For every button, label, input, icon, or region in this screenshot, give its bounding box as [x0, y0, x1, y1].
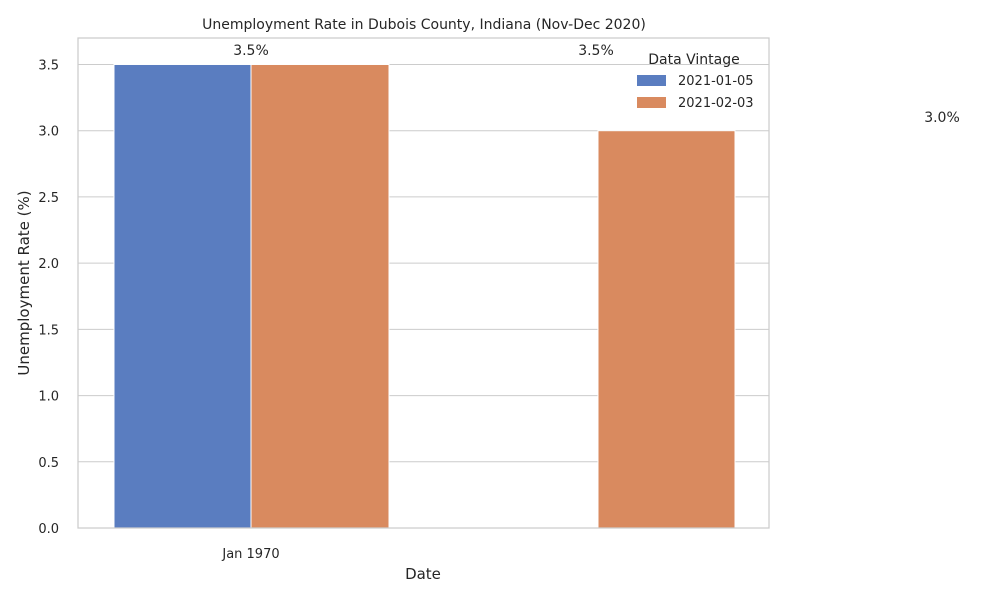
- bar: [597, 130, 736, 529]
- data-label: 3.5%: [233, 43, 269, 59]
- legend: Data Vintage 2021-01-05 2021-02-03: [637, 52, 754, 111]
- y-ticks: 0.0 0.5 1.0 1.5 2.0 2.5 3.0 3.5: [38, 58, 59, 537]
- x-axis-label: Date: [405, 565, 441, 583]
- y-tick-label: 2.0: [38, 257, 59, 272]
- plot-frame: [77, 37, 770, 529]
- legend-label: 2021-02-03: [678, 96, 754, 111]
- legend-swatch: [637, 97, 666, 108]
- legend-swatch: [637, 75, 666, 86]
- y-tick-label: 0.0: [38, 522, 59, 537]
- y-tick-label: 3.0: [38, 125, 59, 140]
- y-tick-label: 0.5: [38, 456, 59, 471]
- legend-title: Data Vintage: [648, 52, 739, 68]
- y-tick-label: 2.5: [38, 191, 59, 206]
- y-tick-label: 1.0: [38, 390, 59, 405]
- x-ticks: Jan 1970: [221, 547, 279, 562]
- chart-title: Unemployment Rate in Dubois County, Indi…: [202, 17, 646, 33]
- y-tick-label: 1.5: [38, 323, 59, 338]
- bars: [113, 63, 736, 529]
- legend-label: 2021-01-05: [678, 74, 754, 89]
- bar: [113, 63, 252, 529]
- bar: [250, 63, 390, 529]
- data-label: 3.5%: [578, 43, 614, 59]
- y-axis-label: Unemployment Rate (%): [15, 190, 33, 375]
- x-tick-label: Jan 1970: [221, 547, 279, 562]
- y-tick-label: 3.5: [38, 58, 59, 73]
- data-labels: 3.5% 3.5% 3.0%: [233, 43, 960, 126]
- data-label: 3.0%: [924, 110, 960, 126]
